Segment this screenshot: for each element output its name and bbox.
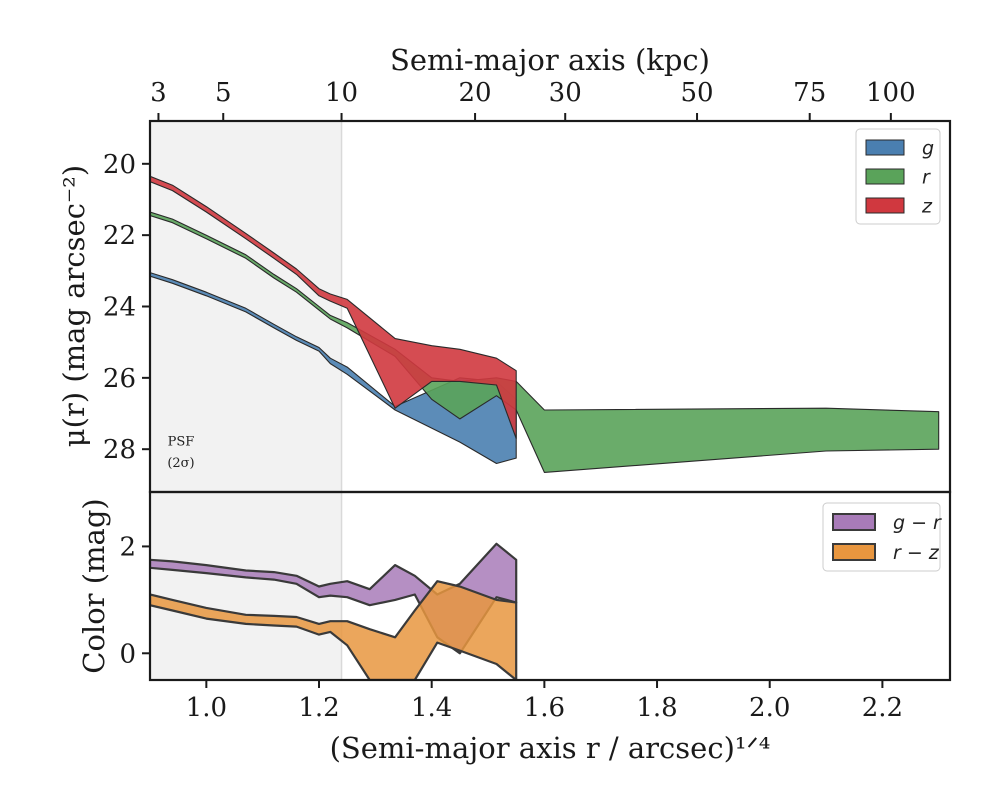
top-tick-label: 100 xyxy=(866,78,916,108)
legend-swatch xyxy=(832,513,876,531)
psf-shaded-region xyxy=(150,121,342,492)
top-tick-label: 3 xyxy=(150,78,167,108)
y-tick-label: 22 xyxy=(103,221,136,251)
legend-label: r − z xyxy=(893,542,940,564)
axis-ticks: 1.0 1.2 1.4 1.6 1.8 2.0 2.23 5 10 20 30 50 75 1002022… xyxy=(103,78,916,723)
sb-band-0 xyxy=(150,272,517,465)
y-tick-label: 24 xyxy=(103,293,136,323)
x-axis-title: (Semi-major axis r / arcsec)¹ᐟ⁴ xyxy=(330,731,771,765)
sb-band-1 xyxy=(150,211,940,473)
y-tick-label: 26 xyxy=(103,364,136,394)
sb-band-2 xyxy=(150,175,517,440)
legend-swatch xyxy=(865,168,905,185)
x-tick-label: 2.2 xyxy=(862,693,903,723)
x-tick-label: 1.8 xyxy=(636,693,677,723)
legend-label: g − r xyxy=(893,512,942,534)
color-series xyxy=(150,542,518,680)
surface-brightness-series xyxy=(150,175,940,473)
top-tick-label: 20 xyxy=(459,78,492,108)
legend-surface-brightness: grz xyxy=(855,128,941,225)
legend-swatch xyxy=(865,197,905,214)
x-tick-label: 1.6 xyxy=(524,693,565,723)
psf-label: PSF xyxy=(168,435,195,450)
bottom-panel-frame xyxy=(148,490,952,682)
x-tick-label: 1.0 xyxy=(186,693,227,723)
y-tick-label: 28 xyxy=(103,435,136,465)
psf-sublabel: (2σ) xyxy=(167,456,194,471)
legend-label: r xyxy=(922,167,931,189)
color-y-tick-label: 2 xyxy=(119,532,136,562)
top-tick-label: 5 xyxy=(215,78,232,108)
x-tick-label: 2.0 xyxy=(749,693,790,723)
color-band-1 xyxy=(150,580,518,680)
legend-color: g − r r − z xyxy=(822,502,942,572)
y-axis-title-surface-brightness: μ(r) (mag arcsec⁻²) xyxy=(57,165,91,447)
color-y-tick-label: 0 xyxy=(119,639,136,669)
top-tick-label: 50 xyxy=(680,78,713,108)
legend-label: g xyxy=(922,138,934,160)
legend-label: z xyxy=(921,196,933,218)
top-tick-label: 30 xyxy=(549,78,582,108)
top-tick-label: 75 xyxy=(793,78,826,108)
y-axis-title-color: Color (mag) xyxy=(77,498,111,673)
top-axis-title: Semi-major axis (kpc) xyxy=(390,43,710,77)
legend-swatch xyxy=(832,543,876,561)
legend-swatch xyxy=(865,139,905,156)
x-tick-label: 1.2 xyxy=(298,693,339,723)
x-tick-label: 1.4 xyxy=(411,693,452,723)
y-tick-label: 20 xyxy=(103,150,136,180)
top-tick-label: 10 xyxy=(325,78,358,108)
